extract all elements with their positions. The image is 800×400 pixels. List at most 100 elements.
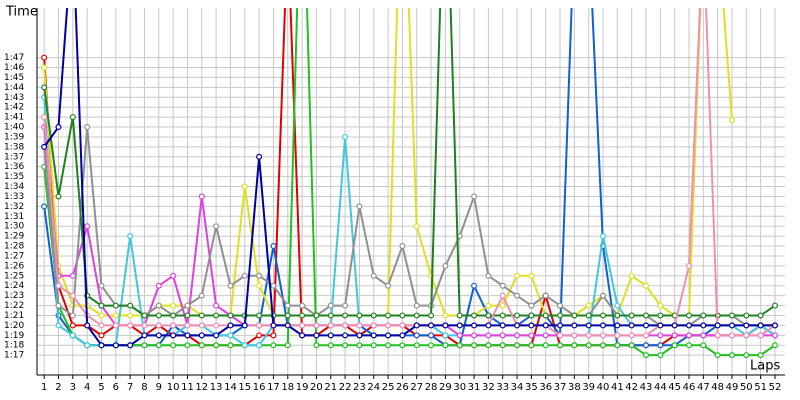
data-point bbox=[227, 312, 234, 319]
x-tick-label: 25 bbox=[382, 382, 395, 393]
x-tick-label: 48 bbox=[711, 382, 724, 393]
data-point bbox=[370, 332, 377, 339]
data-point bbox=[499, 282, 506, 289]
y-tick-label: 1:43 bbox=[4, 93, 24, 103]
x-tick-label: 33 bbox=[496, 382, 509, 393]
x-tick-label: 42 bbox=[625, 382, 638, 393]
data-point bbox=[614, 322, 621, 329]
data-point bbox=[542, 322, 549, 329]
data-point bbox=[743, 352, 750, 359]
data-point bbox=[628, 272, 635, 279]
data-point bbox=[571, 322, 578, 329]
data-point bbox=[542, 332, 549, 339]
data-point bbox=[55, 282, 62, 289]
data-point bbox=[499, 332, 506, 339]
y-tick-label: 1:31 bbox=[4, 212, 24, 222]
x-tick-label: 52 bbox=[769, 382, 782, 393]
data-point bbox=[514, 292, 521, 299]
data-point bbox=[714, 322, 721, 329]
y-tick-label: 1:46 bbox=[4, 63, 24, 73]
data-point bbox=[112, 312, 119, 319]
data-point bbox=[485, 302, 492, 309]
data-point bbox=[198, 332, 205, 339]
data-point bbox=[155, 342, 162, 349]
data-point bbox=[628, 322, 635, 329]
data-point bbox=[557, 332, 564, 339]
x-tick-label: 17 bbox=[267, 382, 280, 393]
data-point bbox=[428, 342, 435, 349]
x-tick-label: 14 bbox=[224, 382, 237, 393]
data-point bbox=[643, 352, 650, 359]
data-point bbox=[643, 332, 650, 339]
data-point bbox=[514, 322, 521, 329]
data-point bbox=[600, 322, 607, 329]
data-point bbox=[700, 332, 707, 339]
y-tick-label: 1:24 bbox=[4, 281, 24, 291]
data-point bbox=[428, 332, 435, 339]
y-tick-label: 1:28 bbox=[4, 242, 24, 252]
data-point bbox=[98, 312, 105, 319]
y-tick-label: 1:19 bbox=[4, 331, 24, 341]
x-tick-label: 10 bbox=[167, 382, 180, 393]
data-point bbox=[700, 312, 707, 319]
data-point bbox=[241, 272, 248, 279]
data-point bbox=[299, 312, 306, 319]
data-point bbox=[327, 332, 334, 339]
data-point bbox=[342, 342, 349, 349]
data-point bbox=[198, 193, 205, 200]
data-point bbox=[170, 332, 177, 339]
data-point bbox=[55, 322, 62, 329]
data-point bbox=[571, 332, 578, 339]
data-point bbox=[728, 312, 735, 319]
x-tick-label: 31 bbox=[468, 382, 481, 393]
data-point bbox=[428, 312, 435, 319]
x-tick-label: 2 bbox=[55, 382, 61, 393]
data-point bbox=[184, 322, 191, 329]
data-point bbox=[743, 312, 750, 319]
data-point bbox=[643, 312, 650, 319]
data-point bbox=[728, 322, 735, 329]
data-point bbox=[84, 124, 91, 131]
data-point bbox=[528, 312, 535, 319]
data-point bbox=[585, 322, 592, 329]
data-point bbox=[313, 312, 320, 319]
x-tick-label: 38 bbox=[568, 382, 581, 393]
data-point bbox=[127, 322, 134, 329]
data-point bbox=[256, 342, 263, 349]
data-point bbox=[270, 332, 277, 339]
x-tick-label: 18 bbox=[281, 382, 294, 393]
data-point bbox=[155, 302, 162, 309]
data-point bbox=[170, 322, 177, 329]
data-point bbox=[685, 262, 692, 269]
data-point bbox=[155, 312, 162, 319]
data-point bbox=[141, 312, 148, 319]
data-point bbox=[155, 332, 162, 339]
data-point bbox=[299, 322, 306, 329]
data-point bbox=[270, 322, 277, 329]
data-point bbox=[170, 312, 177, 319]
data-point bbox=[356, 342, 363, 349]
x-tick-label: 4 bbox=[84, 382, 90, 393]
data-point bbox=[557, 312, 564, 319]
y-tick-label: 1:42 bbox=[4, 103, 24, 113]
data-point bbox=[399, 332, 406, 339]
data-point bbox=[356, 203, 363, 210]
data-point bbox=[342, 322, 349, 329]
x-tick-label: 45 bbox=[668, 382, 681, 393]
data-point bbox=[514, 272, 521, 279]
data-point bbox=[170, 302, 177, 309]
data-point bbox=[141, 342, 148, 349]
data-point bbox=[585, 302, 592, 309]
data-point bbox=[98, 282, 105, 289]
data-point bbox=[399, 243, 406, 250]
data-point bbox=[356, 322, 363, 329]
x-tick-label: 7 bbox=[127, 382, 133, 393]
data-point bbox=[284, 322, 291, 329]
data-point bbox=[628, 342, 635, 349]
data-point bbox=[41, 203, 48, 210]
data-point bbox=[600, 342, 607, 349]
data-point bbox=[342, 312, 349, 319]
data-point bbox=[256, 282, 263, 289]
data-point bbox=[227, 332, 234, 339]
x-tick-label: 19 bbox=[296, 382, 309, 393]
